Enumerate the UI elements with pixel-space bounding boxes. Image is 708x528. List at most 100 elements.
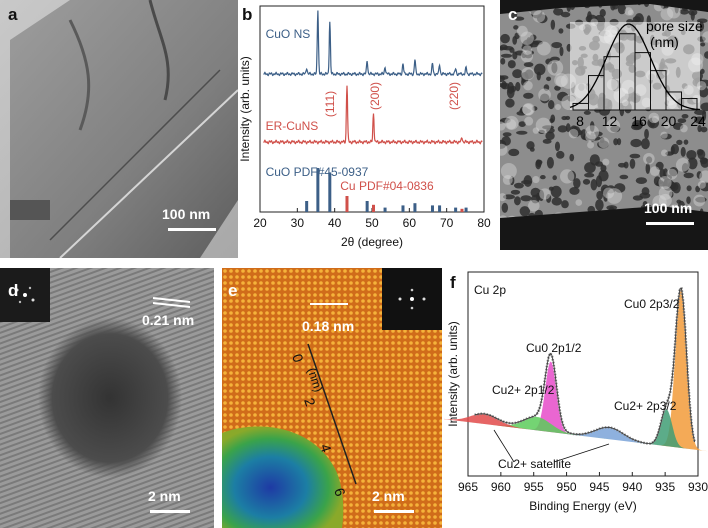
xps-x-axis-label: Binding Energy (eV) [529,499,636,513]
sem-pore [589,154,600,166]
sem-pore [595,199,604,211]
sem-pore [553,7,564,16]
panel-a-scalebar-label: 100 nm [162,206,211,222]
sem-pore [644,128,649,140]
sem-pore [514,196,521,206]
sem-bright-spot [627,9,634,16]
xrd-y-axis-label: Intensity (arb. units) [238,56,252,161]
sem-pore [619,174,629,180]
xps-annotation: Cu2+ 2p3/2 [614,399,677,413]
sem-pore [613,138,619,146]
sem-pore [672,122,684,130]
sem-pore [669,167,679,177]
xps-annotation: Cu0 2p1/2 [526,341,582,355]
panel-c-image: 8 12 16 20 24 [500,0,708,250]
panel-b-label: b [242,5,253,24]
sem-bright-spot [660,7,674,21]
sem-pore [543,84,550,91]
xrd-reference-stick-cuo [365,201,369,212]
sem-pore [512,69,523,79]
sem-bright-spot [660,131,668,139]
sem-bright-spot [555,75,568,87]
sem-bright-spot [521,67,535,81]
sem-pore [582,178,591,185]
sem-pore [597,140,609,149]
sem-bright-spot [532,175,540,184]
panel-f-xps-chart: 965 960 955 950 945 940 935 930 Binding Energy (… [444,264,708,528]
xrd-series-er-cuns [263,85,483,145]
sem-bright-spot [651,115,660,123]
sem-pore [561,200,569,209]
sem-pore [617,3,626,15]
sem-pore [513,16,525,21]
xps-x-tick-label: 935 [655,480,675,494]
sem-pore [549,56,560,62]
sem-pore [500,58,506,65]
sem-pore [502,132,512,137]
sem-pore [567,170,577,182]
sem-pore [557,91,569,102]
xps-x-tick-label: 945 [589,480,609,494]
panel-e-hrtem-colored: e 0.18 nm (nm) 0 2 4 6 2 nm [222,268,442,528]
sem-pore [602,187,609,195]
xrd-reference-stick-cuo [383,207,387,212]
sem-pore [641,138,650,150]
sem-pore [686,149,697,160]
sem-pore [545,131,555,141]
sem-pore [700,79,705,85]
sem-pore [697,125,702,133]
sem-pore [538,129,545,135]
sem-pore [519,206,531,217]
sem-pore [559,46,564,57]
sem-bright-spot [516,25,528,37]
sem-pore [512,51,518,60]
xrd-reference-stick-cuo [328,172,332,212]
xps-x-tick-label: 950 [557,480,577,494]
sem-pore [676,139,683,146]
sem-bright-spot [585,131,596,142]
panel-d-image [0,268,214,528]
histogram-x-tick-label: 8 [576,113,584,129]
sem-bright-spot [603,187,615,199]
sem-pore [500,33,510,44]
sem-bright-spot [500,121,506,131]
sem-pore [573,178,581,189]
sem-bright-spot [606,119,621,133]
sem-pore [700,42,706,47]
sem-pore [704,51,708,59]
sem-pore [510,189,521,195]
sem-bright-spot [522,45,533,56]
sem-bright-spot [602,158,610,166]
xrd-series-cuo-ns [263,10,483,77]
sem-pore [512,36,518,45]
xrd-x-tick-label: 80 [477,216,491,230]
xrd-reference-stick-cuo [464,207,468,212]
sem-bright-spot [652,195,667,210]
sem-bright-spot [502,174,513,185]
xrd-series-label-cuo-ns: CuO NS [266,27,311,41]
sem-pore [599,9,606,17]
xps-x-tick-label: 960 [491,480,511,494]
panel-c-label: c [508,5,518,24]
panel-e-label: e [228,281,238,300]
sem-pore [700,102,708,112]
sem-pore [676,199,682,204]
xps-annotation: Cu2+ 2p1/2 [492,383,555,397]
sem-pore [560,11,571,18]
panel-c-scalebar [646,222,694,225]
histogram-x-tick-label: 24 [690,113,706,129]
sem-dark-edge [500,0,708,14]
sem-bright-spot [606,188,623,204]
sem-pore [542,125,555,130]
sem-pore [633,122,643,129]
xps-x-tick-label: 940 [622,480,642,494]
xrd-x-tick-label: 20 [253,216,267,230]
sem-pore [655,161,664,170]
sem-pore [606,185,616,194]
sem-pore [694,109,706,116]
xps-peak-3 [519,361,583,436]
xrd-series-label-er-cuns: ER-CuNS [266,119,319,133]
xps-y-axis-label: Intensity (arb. units) [446,321,460,426]
sem-pore [616,138,622,146]
sem-pore [556,150,565,159]
